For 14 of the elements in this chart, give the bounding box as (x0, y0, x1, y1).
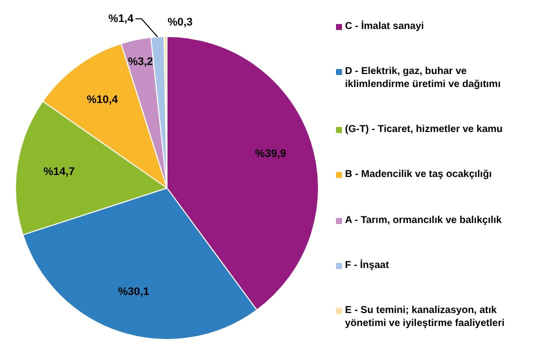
legend-label: E - Su temini; kanalizasyon, atık yönetimi ve iyileştirme faaliyetleri (345, 304, 506, 330)
data-label: %14,7 (44, 166, 75, 178)
legend-label: (G-T) - Ticaret, hizmetler ve kamu (345, 123, 503, 136)
data-label: %10,4 (86, 94, 119, 106)
legend-label: A - Tarım, ormancılık ve balıkçılık (345, 214, 502, 227)
data-label: %30,1 (118, 286, 150, 298)
data-label: %3,2 (128, 56, 154, 68)
legend-label: C - İmalat sanayi (345, 20, 424, 33)
data-label: %0,3 (168, 16, 193, 29)
legend-label: B - Madencilik ve taş ocakçılığı (345, 168, 492, 182)
data-label: %1,4 (108, 12, 134, 25)
data-label: %39,9 (255, 148, 286, 160)
legend-label: D - Elektrik, gaz, buhar ve iklimlendirme üretimi ve dağıtımı (345, 65, 502, 92)
legend-label: F - İnşaat (345, 258, 389, 272)
